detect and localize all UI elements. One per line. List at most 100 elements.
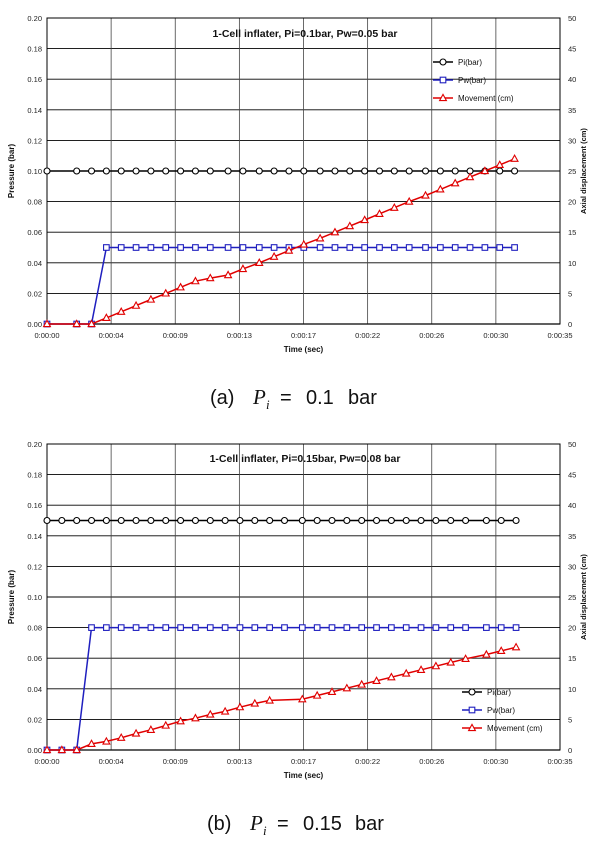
data-point: [450, 178, 460, 187]
y-tick-label: 0.10: [27, 167, 42, 176]
series-line: [47, 246, 515, 325]
x-axis-label: Time (sec): [284, 771, 324, 780]
data-point: [342, 683, 352, 692]
data-point: [177, 244, 184, 251]
y2-tick-label: 45: [568, 471, 576, 480]
data-point: [102, 736, 111, 745]
data-point: [161, 720, 171, 729]
x-axis-label: Time (sec): [284, 345, 324, 354]
data-point: [102, 516, 110, 525]
data-point: [206, 624, 214, 631]
data-point: [422, 244, 429, 251]
legend: Pi(bar) Pw(bar) Movement (cm): [462, 688, 543, 733]
y-tick-label: 0.00: [27, 320, 42, 329]
data-point: [432, 516, 440, 525]
x-tick-label: 0:00:17: [291, 331, 316, 340]
data-point: [266, 516, 274, 525]
data-point: [281, 624, 288, 631]
data-point: [496, 244, 504, 251]
caption-a: (a) P i = 0.1 bar: [210, 385, 377, 412]
chart-b: 0.00 0 0.02 5 0.04 10 0.06 15 0.08 20 0.10 25 0.12 30…: [7, 440, 588, 780]
y-tick-label: 0.02: [27, 289, 42, 298]
data-point: [375, 167, 384, 175]
data-point: [269, 251, 279, 260]
data-point: [312, 690, 322, 699]
data-point: [221, 624, 229, 631]
data-point: [390, 167, 398, 175]
data-point: [220, 706, 230, 715]
data-point: [298, 516, 306, 525]
y-tick-label: 0.10: [27, 593, 42, 602]
x-tick-label: 0:00:26: [419, 757, 444, 766]
caption-b-subscript: i: [263, 823, 267, 838]
data-point: [87, 167, 96, 175]
y2-tick-label: 25: [568, 593, 576, 602]
data-point: [361, 244, 369, 251]
y2-tick-label: 40: [568, 75, 576, 84]
y2-tick-label: 5: [568, 289, 572, 298]
data-point: [103, 624, 110, 631]
y-tick-label: 0.16: [27, 501, 42, 510]
data-point: [401, 668, 411, 677]
data-point: [461, 654, 470, 662]
data-point: [327, 687, 337, 696]
caption-b-equals: =: [277, 813, 289, 835]
data-point: [162, 516, 170, 525]
series-line: [47, 646, 517, 751]
data-point: [402, 624, 410, 631]
data-point: [58, 516, 66, 525]
data-point: [176, 282, 185, 291]
x-tick-label: 0:00:00: [34, 757, 59, 766]
data-point: [451, 244, 459, 251]
data-point: [387, 672, 396, 681]
series-square: [43, 624, 520, 754]
x-tick-label: 0:00:09: [163, 331, 188, 340]
plot-frame: [46, 443, 561, 751]
data-point: [266, 624, 274, 631]
data-point: [205, 709, 215, 718]
series-circle: [43, 516, 520, 525]
data-point: [417, 624, 425, 631]
legend-label: Pw(bar): [487, 706, 515, 715]
data-point: [132, 516, 140, 525]
data-point: [146, 725, 156, 733]
data-point: [300, 167, 308, 175]
data-point: [236, 624, 244, 631]
data-point: [376, 244, 383, 251]
data-point: [510, 154, 519, 162]
data-point: [390, 202, 399, 211]
x-tick-label: 0:00:22: [355, 757, 380, 766]
data-point: [299, 239, 309, 248]
y2-tick-label: 20: [568, 624, 576, 633]
data-point: [132, 167, 140, 175]
caption-b-value: 0.15: [303, 813, 342, 835]
data-point: [239, 244, 247, 251]
data-point: [147, 244, 155, 251]
caption-a-variable: P: [252, 385, 266, 409]
data-point: [313, 624, 321, 631]
y2-tick-label: 50: [568, 440, 576, 449]
y2-tick-label: 30: [568, 136, 576, 145]
legend-label: Pi(bar): [458, 58, 482, 67]
y2-axis-label: Axial displacement (cm): [579, 554, 588, 640]
data-point: [42, 745, 52, 754]
y-axis-label: Pressure (bar): [7, 570, 16, 625]
data-point: [88, 624, 95, 631]
data-point: [191, 713, 200, 722]
data-point: [162, 244, 170, 251]
x-tick-label: 0:00:17: [291, 757, 316, 766]
y-tick-label: 0.20: [27, 14, 42, 23]
data-point: [221, 516, 229, 525]
data-point: [404, 196, 414, 205]
x-tick-label: 0:00:13: [227, 331, 252, 340]
data-point: [437, 244, 444, 251]
data-point: [117, 167, 125, 175]
data-point: [72, 745, 82, 754]
y2-tick-label: 0: [568, 746, 572, 755]
caption-a-value: 0.1: [306, 387, 334, 409]
x-tick-label: 0:00:13: [227, 757, 252, 766]
caption-a-equals: =: [280, 387, 292, 409]
data-point: [416, 665, 426, 673]
data-point: [239, 167, 247, 175]
